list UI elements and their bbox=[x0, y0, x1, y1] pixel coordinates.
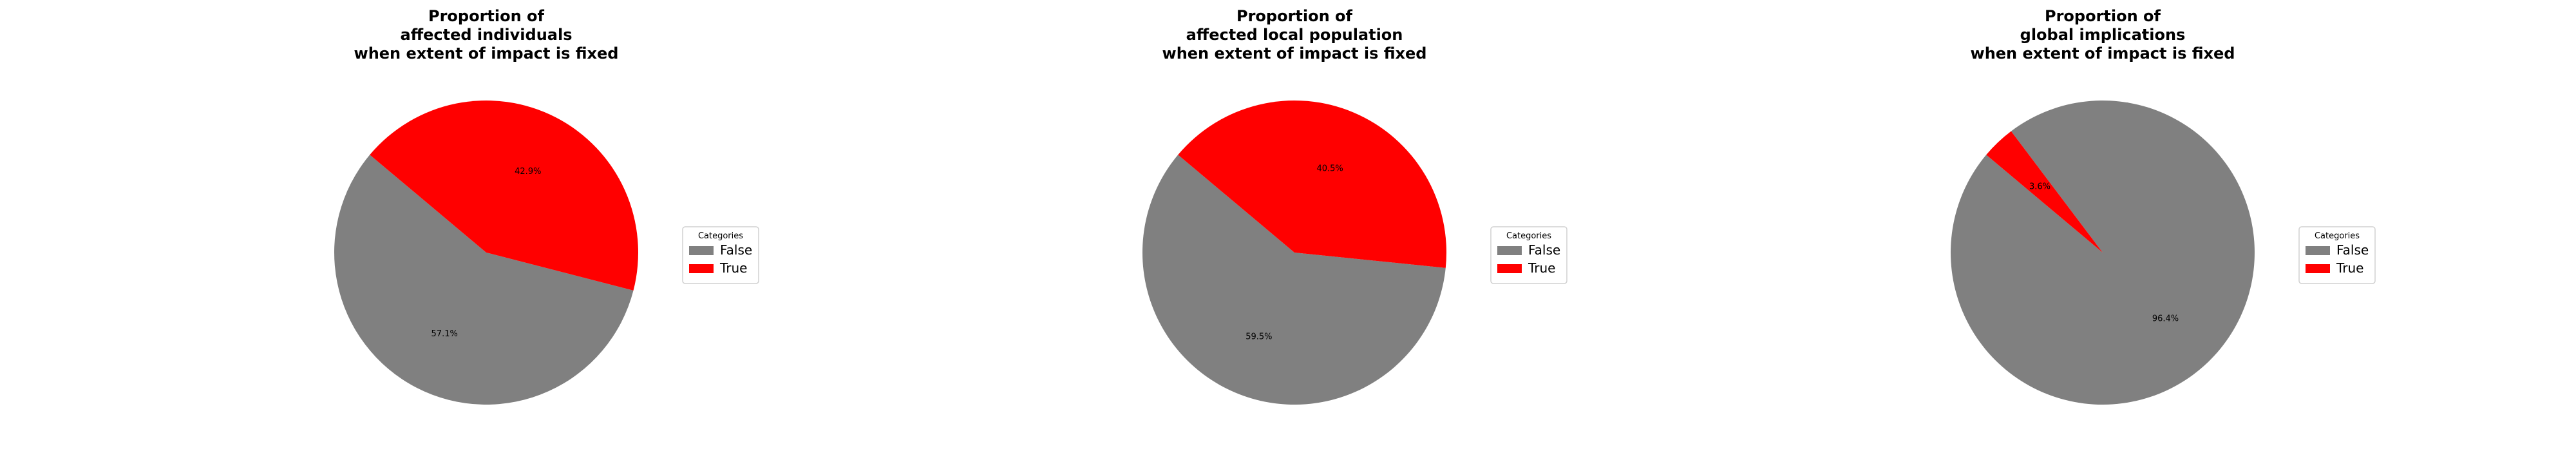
slice-percent-label: 57.1% bbox=[431, 329, 458, 339]
chart-title-line: affected local population bbox=[1186, 26, 1403, 44]
chart-title-line: Proportion of bbox=[428, 7, 545, 25]
slice-percent-label: 40.5% bbox=[1316, 164, 1343, 174]
legend-title: Categories bbox=[1506, 231, 1551, 241]
chart-title-line: when extent of impact is fixed bbox=[1971, 44, 2235, 62]
legend-title: Categories bbox=[698, 231, 743, 241]
legend-swatch-false bbox=[689, 246, 714, 255]
pie-slice-false bbox=[1142, 155, 1446, 405]
chart-title-line: when extent of impact is fixed bbox=[354, 44, 619, 62]
legend-label-false: False bbox=[2336, 242, 2369, 258]
legend-label-false: False bbox=[1528, 242, 1560, 258]
legend-swatch-false bbox=[2306, 246, 2330, 255]
pie-slice-true bbox=[370, 100, 638, 291]
legend-label-false: False bbox=[720, 242, 752, 258]
chart-title-line: global implications bbox=[2020, 26, 2186, 44]
chart-title-line: affected individuals bbox=[401, 26, 573, 44]
pie-slice-true bbox=[1178, 100, 1446, 268]
chart-title-line: when extent of impact is fixed bbox=[1162, 44, 1427, 62]
pie-slice-true bbox=[1986, 131, 2103, 253]
legend-label-true: True bbox=[1528, 260, 1555, 276]
chart-title-line: Proportion of bbox=[1236, 7, 1353, 25]
slice-percent-label: 3.6% bbox=[2029, 182, 2050, 191]
slice-percent-label: 42.9% bbox=[515, 167, 541, 177]
legend-swatch-true bbox=[689, 264, 714, 273]
legend-swatch-true bbox=[2306, 264, 2330, 273]
legend-swatch-true bbox=[1497, 264, 1522, 273]
legend-swatch-false bbox=[1497, 246, 1522, 255]
legend-label-true: True bbox=[2336, 260, 2363, 276]
pie-slice-false bbox=[1950, 101, 2255, 405]
slice-percent-label: 59.5% bbox=[1245, 332, 1272, 341]
legend-title: Categories bbox=[2315, 231, 2360, 241]
pie-slice-false bbox=[334, 155, 634, 405]
slice-percent-label: 96.4% bbox=[2152, 314, 2179, 324]
legend-label-true: True bbox=[719, 260, 747, 276]
chart-title-line: Proportion of bbox=[2045, 7, 2161, 25]
